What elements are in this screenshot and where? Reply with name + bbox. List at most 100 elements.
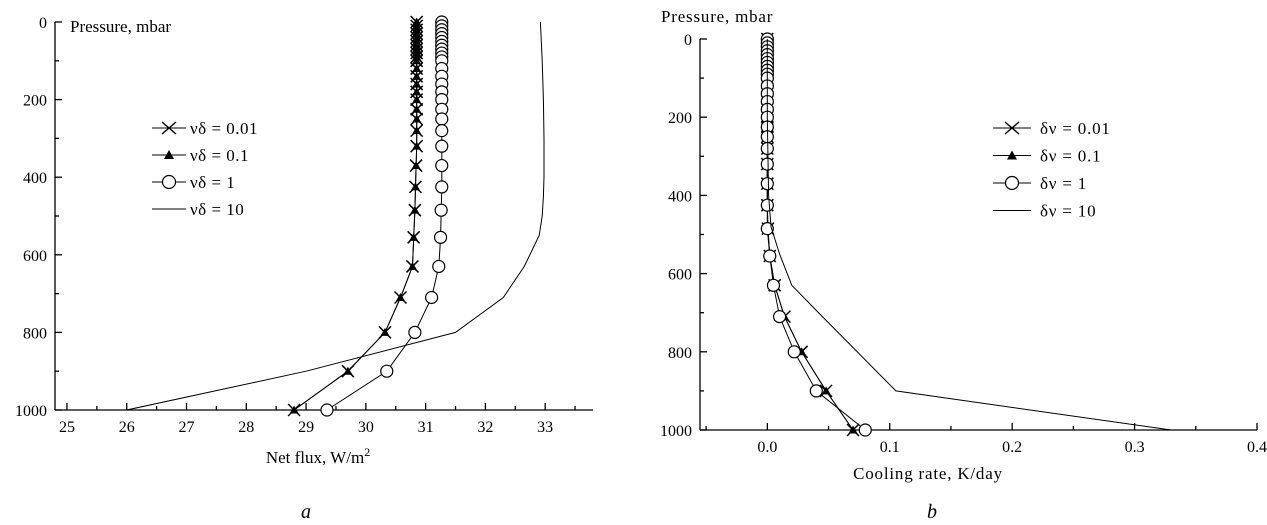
data-point <box>848 425 858 434</box>
series-4 <box>766 39 1172 431</box>
series-4 <box>126 21 545 411</box>
data-point <box>412 126 422 135</box>
series-1 <box>287 15 424 417</box>
legend-label-3: δν = 1 <box>1040 174 1087 193</box>
data-point <box>412 104 422 113</box>
y-axis-label-a: Pressure, mbar <box>70 17 171 36</box>
legend-symbol-2-marker <box>1007 150 1017 160</box>
y-tick-label: 200 <box>23 93 47 110</box>
data-point <box>410 205 420 214</box>
data-point <box>760 177 774 191</box>
data-point <box>320 403 334 417</box>
data-point <box>343 366 353 375</box>
y-tick-label: 0 <box>39 15 47 32</box>
data-point <box>412 71 422 80</box>
y-tick-label: 1000 <box>660 423 692 440</box>
data-point <box>433 230 448 244</box>
data-point <box>766 278 781 292</box>
series-3 <box>320 15 449 417</box>
series-line <box>326 22 443 411</box>
series-line <box>293 22 418 411</box>
data-point <box>412 114 422 123</box>
series-2 <box>762 34 858 434</box>
x-tick-label: 0.0 <box>757 439 777 456</box>
x-axis-label-b: Cooling rate, K/day <box>853 464 1003 483</box>
x-tick-label: 0.2 <box>1002 439 1022 456</box>
x-tick-label: 28 <box>238 419 254 436</box>
legend-symbol-3-marker <box>161 174 177 190</box>
data-point <box>434 203 448 217</box>
data-point <box>760 198 774 212</box>
legend-label-2: δν = 0.1 <box>1040 147 1101 166</box>
data-point <box>412 64 422 73</box>
x-tick-label: 31 <box>418 419 434 436</box>
data-point <box>435 139 449 153</box>
y-tick-label: 1000 <box>15 403 47 420</box>
x-axis-label-a: Net flux, W/m2 <box>266 445 370 467</box>
y-tick-label: 400 <box>23 170 47 187</box>
series-line <box>293 22 418 411</box>
data-point <box>763 249 777 263</box>
legend-label-4: δν = 10 <box>1040 202 1096 221</box>
x-tick-label: 30 <box>358 419 374 436</box>
y-tick-label: 400 <box>668 188 692 205</box>
x-tick-label: 25 <box>59 419 75 436</box>
series-line <box>766 39 854 431</box>
data-point <box>772 310 787 324</box>
series-1 <box>760 32 860 437</box>
data-point <box>412 56 422 65</box>
data-point <box>809 384 823 398</box>
data-point <box>396 292 406 301</box>
data-point <box>412 87 422 96</box>
y-tick-label: 600 <box>23 248 47 265</box>
y-axis-label-b: Pressure, mbar <box>661 7 773 26</box>
data-point <box>410 182 420 191</box>
x-tick-label: 32 <box>477 419 493 436</box>
series-line <box>766 39 1172 431</box>
y-tick-label: 800 <box>668 345 692 362</box>
x-tick-label: 0.4 <box>1247 439 1267 456</box>
x-tick-label: 33 <box>537 419 553 436</box>
legend-label-1: νδ = 0.01 <box>190 119 258 138</box>
legend-symbol-1-marker <box>1004 121 1020 135</box>
legend-symbol-2-marker <box>164 150 174 159</box>
data-point <box>412 79 422 88</box>
data-point <box>289 405 299 414</box>
x-tick-label: 0.1 <box>880 439 900 456</box>
legend-label-2: νδ = 0.1 <box>190 146 249 165</box>
data-point <box>412 95 422 104</box>
data-point <box>858 423 872 437</box>
y-tick-label: 0 <box>684 32 692 49</box>
data-point <box>411 161 421 170</box>
data-point <box>760 157 774 171</box>
data-point <box>408 325 422 339</box>
data-point <box>435 180 449 194</box>
data-point <box>435 112 449 126</box>
x-tick-label: 0.3 <box>1125 439 1145 456</box>
data-point <box>821 386 831 395</box>
data-point <box>412 141 422 150</box>
data-point <box>432 259 446 274</box>
legend-label-4: νδ = 10 <box>190 200 244 219</box>
data-point <box>380 327 390 336</box>
chart-panel-b: Pressure, mbar Cooling rate, K/day b 0 20… <box>660 7 1267 523</box>
series-line <box>126 21 545 411</box>
series-line <box>766 39 866 431</box>
legend-symbol-1-marker <box>161 121 177 135</box>
data-point <box>760 222 774 236</box>
x-tick-label: 26 <box>119 419 135 436</box>
y-tick-label: 200 <box>668 110 692 127</box>
legend: δν = 0.01 δν = 0.1 δν = 1 δν = 10 <box>993 119 1111 221</box>
x-tick-label: 27 <box>179 419 195 436</box>
legend: νδ = 0.01 νδ = 0.1 νδ = 1 νδ = 10 <box>152 119 258 219</box>
chart-panel-a: Pressure, mbar Net flux, W/m2 a 0 200 400 6… <box>15 15 593 523</box>
data-point <box>380 364 394 378</box>
legend-label-1: δν = 0.01 <box>1040 119 1111 138</box>
legend-label-3: νδ = 1 <box>190 173 235 192</box>
y-tick-label: 600 <box>668 267 692 284</box>
data-point <box>425 290 439 305</box>
series-line <box>766 39 854 431</box>
data-point <box>407 261 417 270</box>
legend-symbol-3-marker <box>1004 175 1020 191</box>
data-point <box>787 345 801 359</box>
